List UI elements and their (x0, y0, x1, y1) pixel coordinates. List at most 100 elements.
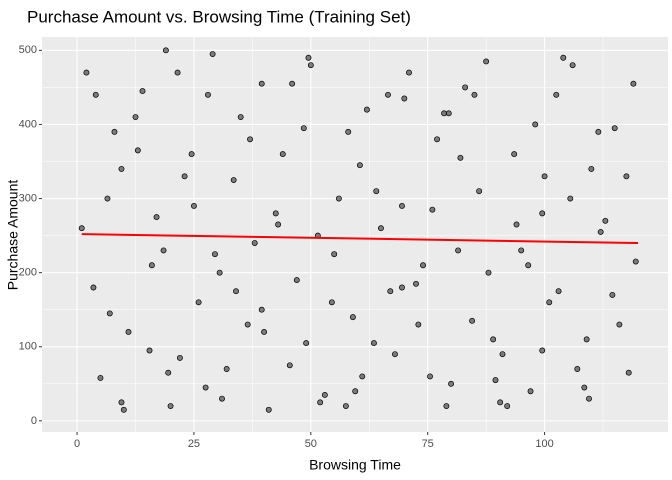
point (139, 88, 146, 95)
point (560, 54, 567, 61)
point (616, 321, 623, 328)
point (331, 251, 338, 258)
point (597, 228, 604, 235)
point (174, 69, 181, 76)
point (272, 210, 279, 217)
point (244, 321, 251, 328)
point (265, 406, 272, 413)
point (216, 269, 223, 276)
point (205, 91, 211, 98)
y-tick-label: 300 (19, 192, 37, 204)
point (499, 351, 506, 358)
chart-title: Purchase Amount vs. Browsing Time (Train… (27, 7, 411, 26)
point (546, 299, 553, 306)
point (471, 91, 478, 98)
point (539, 347, 546, 354)
point (518, 247, 525, 254)
point (377, 225, 384, 232)
point (588, 165, 595, 172)
point (118, 165, 125, 172)
point (455, 247, 462, 254)
point (492, 377, 499, 384)
point (511, 151, 518, 158)
point (342, 403, 349, 410)
point (305, 54, 312, 61)
point (370, 340, 377, 347)
point (293, 277, 300, 284)
point (539, 210, 546, 217)
point (415, 321, 422, 328)
point (632, 258, 639, 265)
point (497, 399, 504, 406)
point (237, 114, 244, 120)
point (490, 336, 497, 343)
point (106, 310, 113, 317)
point (212, 251, 218, 258)
point (567, 195, 574, 202)
point (630, 80, 637, 87)
point (373, 188, 380, 195)
point (504, 403, 511, 410)
point (399, 203, 405, 209)
point (359, 373, 366, 380)
point (443, 403, 450, 410)
y-tick-label: 200 (19, 267, 37, 279)
x-axis-label: Browsing Time (309, 457, 401, 473)
point (181, 173, 188, 180)
x-tick-label: 50 (305, 438, 317, 450)
point (541, 173, 548, 180)
point (111, 128, 118, 135)
point (611, 125, 618, 132)
point (219, 395, 225, 402)
point (328, 299, 335, 306)
point (247, 136, 253, 143)
point (527, 388, 534, 395)
point (352, 388, 359, 395)
point (623, 173, 630, 180)
x-tick-label: 100 (535, 438, 553, 450)
point (209, 51, 216, 57)
point (413, 280, 419, 287)
y-axis-label: Purchase Amount (5, 180, 21, 291)
point (303, 340, 310, 347)
point (289, 80, 296, 87)
point (583, 336, 590, 343)
point (190, 203, 197, 209)
point (118, 399, 125, 406)
point (532, 121, 539, 128)
point (120, 406, 127, 413)
y-tick-label: 0 (31, 415, 37, 427)
point (569, 62, 576, 69)
point (363, 106, 370, 113)
y-tick-label: 100 (19, 341, 37, 353)
point (625, 369, 632, 376)
point (195, 299, 202, 306)
point (586, 395, 592, 402)
point (90, 284, 97, 291)
point (275, 221, 282, 228)
point (581, 384, 588, 391)
point (134, 147, 141, 154)
point (233, 288, 239, 295)
point (188, 151, 195, 158)
point (513, 221, 520, 228)
x-tick-label: 25 (188, 438, 200, 450)
point (392, 351, 398, 358)
point (300, 125, 307, 132)
point (349, 314, 356, 321)
point (258, 306, 265, 313)
point (399, 284, 405, 291)
point (307, 62, 314, 69)
point (176, 354, 183, 361)
trend-line (81, 233, 639, 245)
point (92, 91, 99, 98)
point (462, 84, 469, 91)
point (434, 136, 440, 143)
point (162, 47, 169, 54)
point (83, 69, 90, 76)
point (148, 262, 155, 269)
point (78, 225, 85, 232)
point (261, 329, 268, 335)
point (406, 69, 412, 76)
point (286, 362, 293, 369)
